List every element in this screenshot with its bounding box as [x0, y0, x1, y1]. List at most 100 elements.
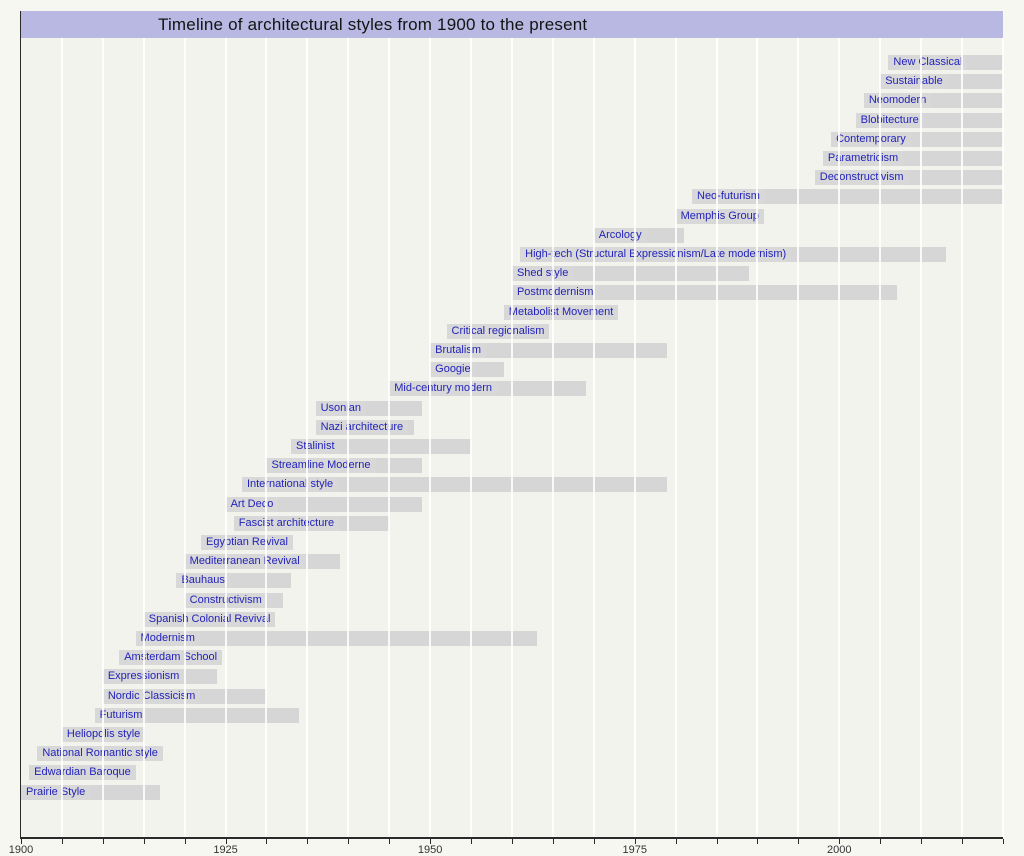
- timeline-bar: Edwardian Baroque: [29, 765, 136, 781]
- timeline-bar: Bauhaus: [176, 573, 292, 589]
- timeline-bar: Neo-futurism: [692, 189, 1003, 205]
- timeline-bar: Usonian: [315, 400, 422, 416]
- bar-label: Deconstructivism: [814, 170, 909, 186]
- gridline: [388, 38, 391, 838]
- axis-tick: [634, 839, 636, 844]
- axis-tick: [962, 839, 964, 844]
- timeline-bar: Postmodernism: [511, 285, 897, 301]
- timeline-bar: Googie: [430, 362, 504, 378]
- gridline: [429, 38, 432, 838]
- timeline-bar: Modernism: [135, 631, 537, 646]
- timeline-bar: Stalinist: [291, 439, 472, 454]
- bar-label: Amsterdam School: [119, 650, 223, 666]
- bar-label: Modernism: [135, 631, 200, 646]
- gridline: [715, 38, 718, 838]
- timeline-bar: Deconstructivism: [814, 170, 1003, 186]
- bar-label: Sustainable: [880, 74, 948, 90]
- timeline-bar: Arcology: [593, 227, 684, 243]
- timeline-bar: Metabolist Movement: [503, 304, 619, 320]
- bar-label: Spanish Colonial Revival: [143, 611, 276, 627]
- axis-tick: [266, 839, 268, 844]
- bar-label: Arcology: [593, 227, 647, 243]
- timeline-bar: National Romantic style: [37, 746, 163, 762]
- timeline-bar: Expressionism: [102, 669, 218, 685]
- gridline: [920, 38, 923, 838]
- gridline: [510, 38, 513, 838]
- gridline: [224, 38, 227, 838]
- bar-label: Nazi architecture: [315, 419, 409, 435]
- bar-label: Edwardian Baroque: [29, 765, 136, 781]
- bar-label: Nordic Classicism: [102, 688, 201, 704]
- axis-tick: [921, 839, 923, 844]
- bar-label: Streamline Moderne: [266, 458, 376, 474]
- axis-tick: [348, 839, 350, 844]
- timeline-bar: Spanish Colonial Revival: [143, 611, 276, 627]
- gridline: [797, 38, 800, 838]
- timeline-bar: Mid-century modern: [389, 381, 586, 397]
- gridline: [306, 38, 309, 838]
- gridline: [183, 38, 186, 838]
- axis-tick: [21, 839, 22, 844]
- axis-tick: [184, 839, 186, 844]
- timeline-bar: Neomodern: [863, 93, 1003, 109]
- axis-tick: [471, 839, 473, 844]
- bar-label: Egyptian Revival: [201, 535, 293, 550]
- gridline: [265, 38, 268, 838]
- axis-tick: [102, 839, 104, 844]
- gridline: [470, 38, 473, 838]
- timeline-bar: Prairie Style: [21, 784, 161, 800]
- timeline-bar: Critical regionalism: [446, 323, 550, 339]
- bar-label: Prairie Style: [21, 784, 91, 800]
- timeline-bar: Sustainable: [880, 74, 1003, 90]
- axis-tick: [552, 839, 554, 844]
- bar-label: Parametricism: [822, 151, 904, 166]
- gridline: [142, 38, 145, 838]
- gridline: [674, 38, 677, 838]
- axis-tick: [1002, 839, 1004, 844]
- plot-area: New Classical Sustainable Neomodern Blobite…: [20, 38, 1004, 838]
- bar-label: National Romantic style: [37, 746, 163, 762]
- bar-label: Shed style: [511, 266, 574, 282]
- bar-label: Futurism: [94, 707, 148, 723]
- timeline-bar: High-tech (Structural Expressionism/Late…: [520, 247, 946, 262]
- gridline: [1001, 38, 1004, 838]
- timeline-bar: Amsterdam School: [119, 650, 223, 666]
- bar-label: Googie: [430, 362, 476, 378]
- gridline: [838, 38, 841, 838]
- bar-label: Art Deco: [225, 496, 279, 512]
- axis-tick: [389, 839, 391, 844]
- gridline: [756, 38, 759, 838]
- timeline-bar: Egyptian Revival: [201, 535, 293, 550]
- bar-label: Mediterranean Revival: [184, 554, 305, 570]
- timeline-bar: Brutalism: [430, 343, 668, 358]
- timeline-bar: Parametricism: [822, 151, 1003, 166]
- gridline: [60, 38, 63, 838]
- timeline-bar: Blobitecture: [855, 112, 1003, 128]
- gridline: [633, 38, 636, 838]
- timeline-bar: Shed style: [511, 266, 750, 282]
- bar-label: Brutalism: [430, 343, 486, 358]
- axis-tick: [307, 839, 309, 844]
- bar-label: Memphis Group: [675, 208, 764, 224]
- axis-tick: [675, 839, 677, 844]
- axis-tick-label: 2000: [827, 844, 852, 856]
- gridline: [347, 38, 350, 838]
- bar-label: Blobitecture: [855, 112, 924, 128]
- bar-label: Mid-century modern: [389, 381, 498, 397]
- bar-label: Neo-futurism: [692, 189, 765, 205]
- timeline-chart: Timeline of architectural styles from 19…: [9, 11, 1004, 856]
- axis-tick: [716, 839, 718, 844]
- axis-tick: [757, 839, 759, 844]
- bar-label: New Classical: [888, 55, 968, 70]
- timeline-bar: Contemporary: [831, 131, 1003, 147]
- timeline-bar: Constructivism: [184, 592, 283, 608]
- axis-tick: [511, 839, 513, 844]
- chart-title-bar: Timeline of architectural styles from 19…: [20, 11, 1003, 38]
- axis-tick: [143, 839, 145, 844]
- x-axis-line: [20, 837, 1003, 839]
- gridline: [592, 38, 595, 838]
- timeline-bar: Nazi architecture: [315, 419, 414, 435]
- axis-tick: [593, 839, 595, 844]
- plot-left-border: [20, 11, 21, 838]
